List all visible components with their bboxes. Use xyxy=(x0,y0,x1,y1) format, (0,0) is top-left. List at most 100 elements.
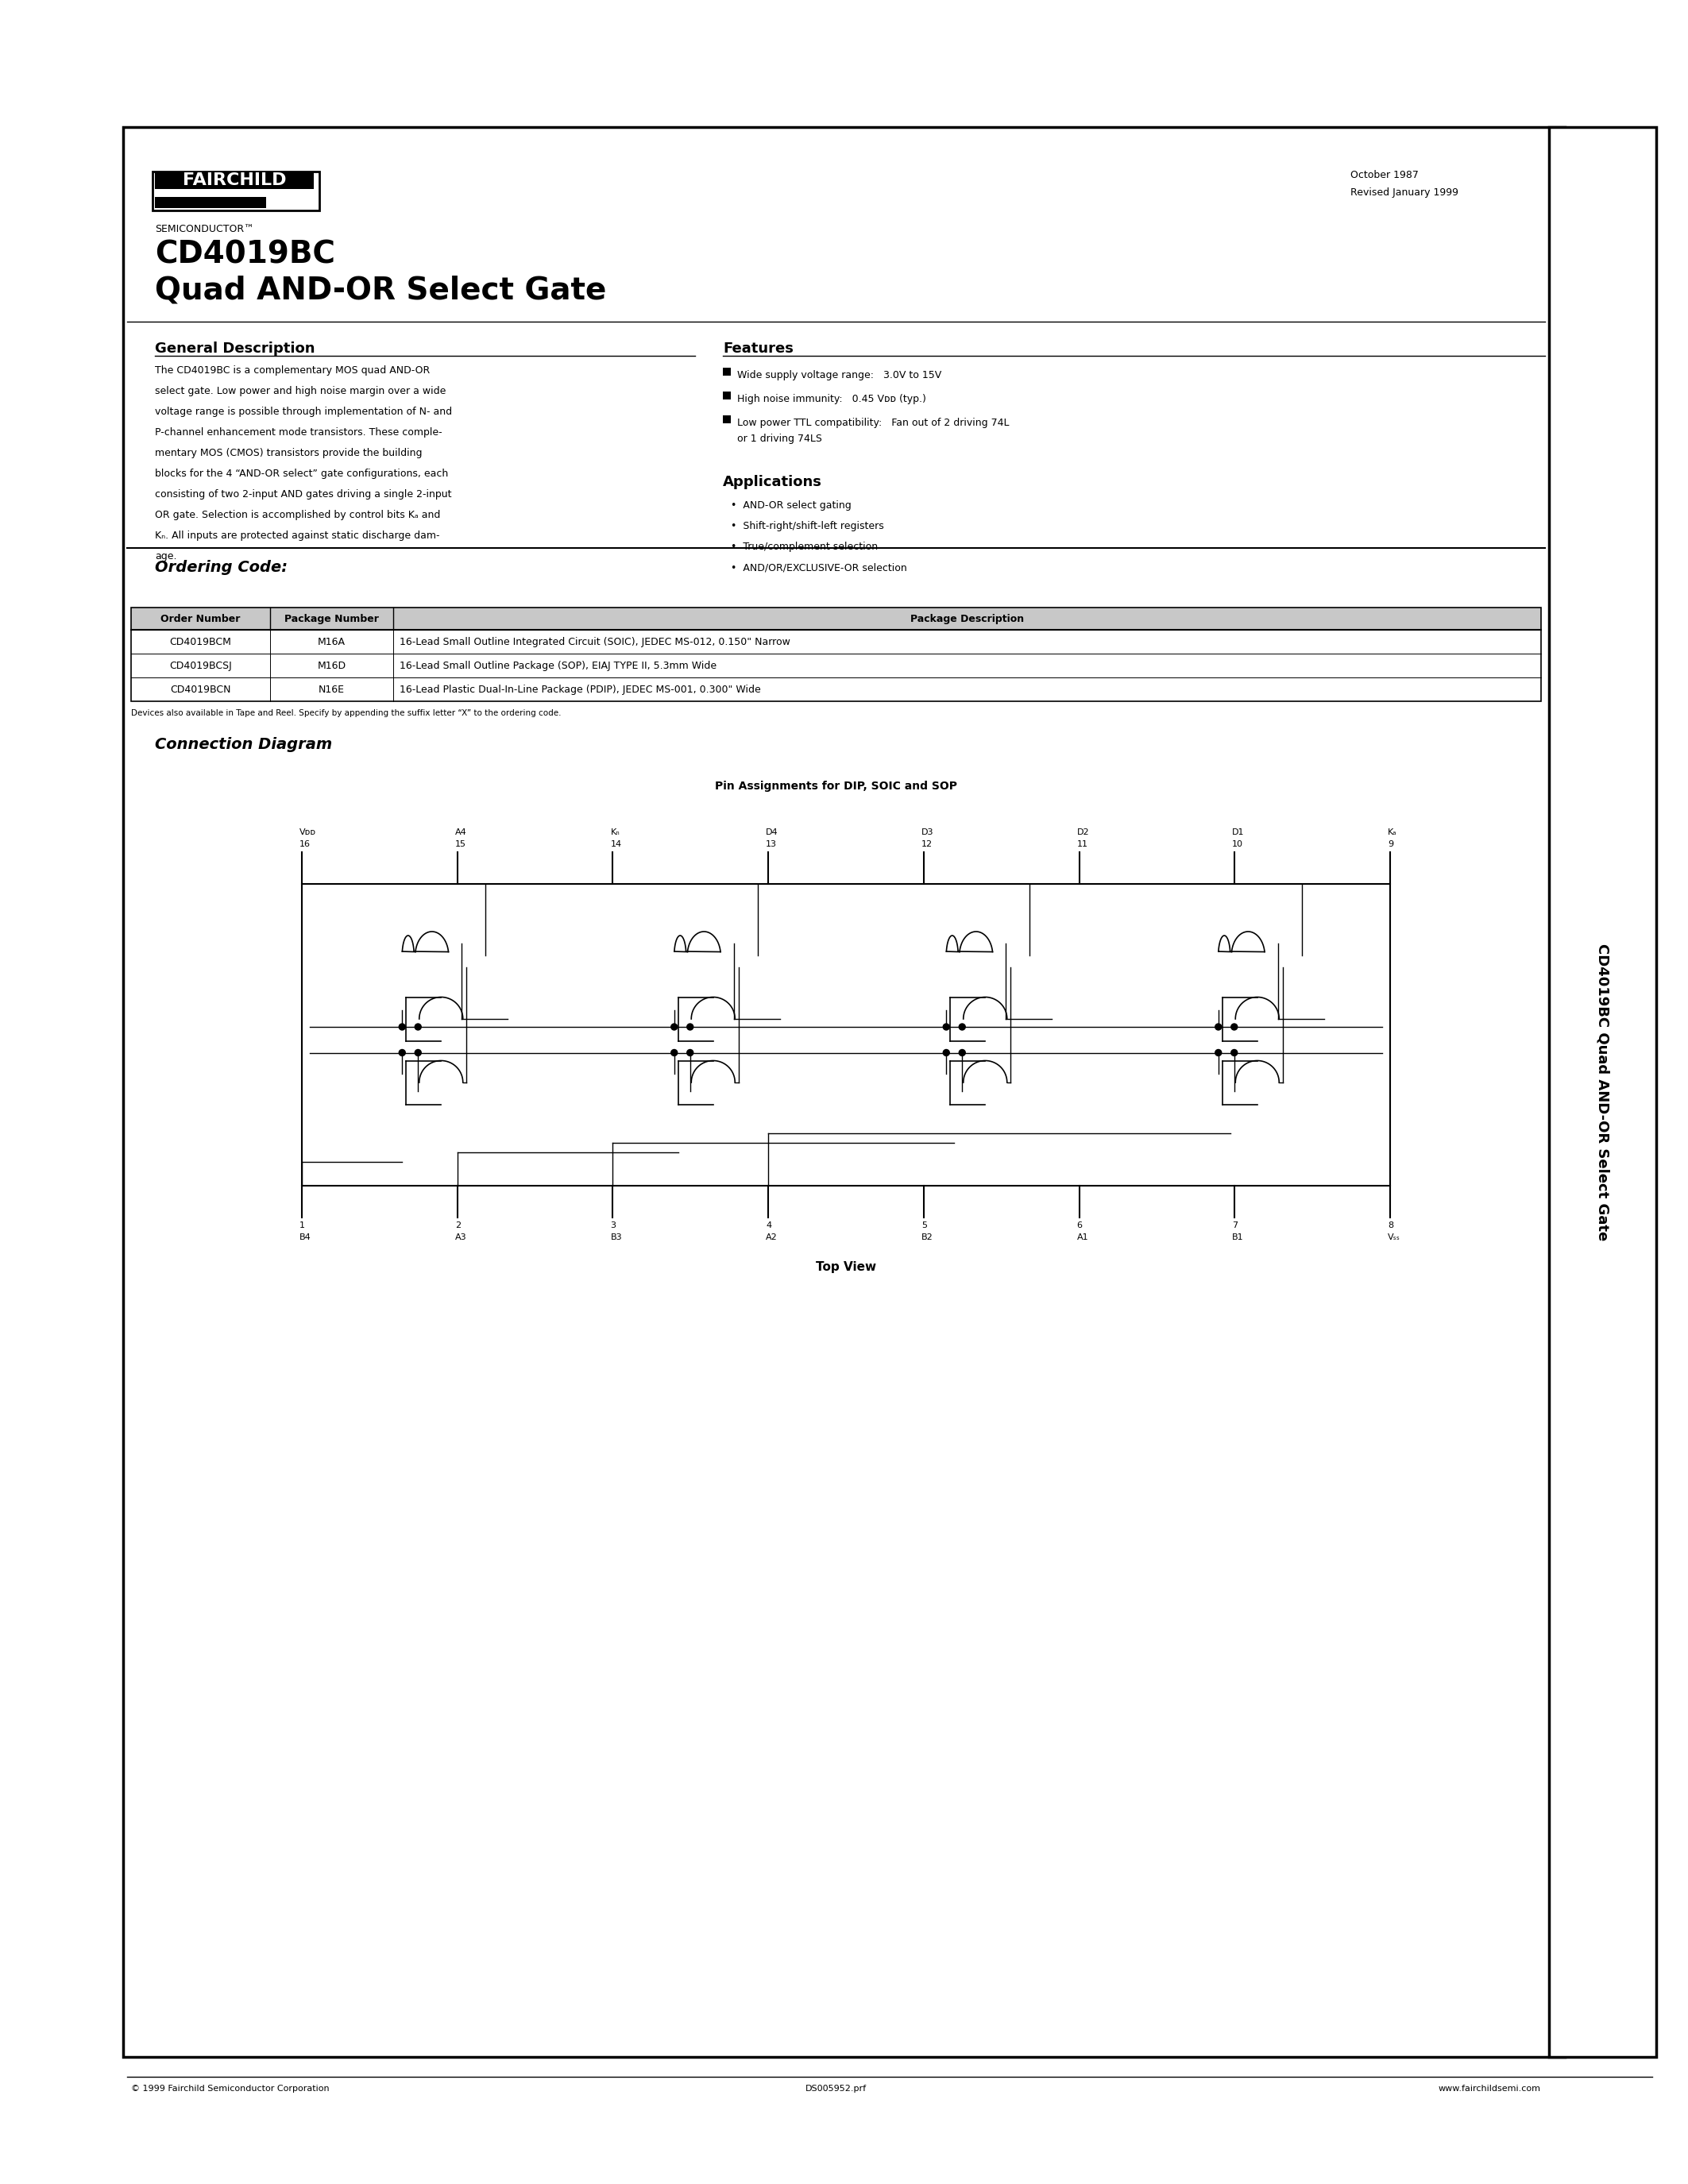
Text: D4: D4 xyxy=(766,828,778,836)
Bar xyxy=(152,173,319,210)
Text: 16-Lead Plastic Dual-In-Line Package (PDIP), JEDEC MS-001, 0.300" Wide: 16-Lead Plastic Dual-In-Line Package (PD… xyxy=(400,684,761,695)
Text: www.fairchildsemi.com: www.fairchildsemi.com xyxy=(1438,2086,1541,2092)
Circle shape xyxy=(687,1051,694,1055)
Bar xyxy=(950,1061,1014,1105)
Bar xyxy=(722,391,731,400)
Circle shape xyxy=(687,1024,694,1031)
Text: B1: B1 xyxy=(1232,1234,1244,1241)
Text: 11: 11 xyxy=(1077,841,1089,847)
Circle shape xyxy=(959,1024,966,1031)
Text: D3: D3 xyxy=(922,828,933,836)
Bar xyxy=(155,197,267,207)
Text: 14: 14 xyxy=(611,841,621,847)
Text: blocks for the 4 “AND-OR select” gate configurations, each: blocks for the 4 “AND-OR select” gate co… xyxy=(155,470,449,478)
Text: Quad AND-OR Select Gate: Quad AND-OR Select Gate xyxy=(155,275,606,306)
Text: 15: 15 xyxy=(456,841,466,847)
Bar xyxy=(1222,1061,1286,1105)
Text: 16: 16 xyxy=(299,841,311,847)
Text: •  Shift-right/shift-left registers: • Shift-right/shift-left registers xyxy=(731,522,885,531)
Bar xyxy=(950,998,1014,1042)
Text: 8: 8 xyxy=(1388,1221,1393,1230)
Bar xyxy=(679,1061,741,1105)
Text: Revised January 1999: Revised January 1999 xyxy=(1350,188,1458,197)
Text: Package Number: Package Number xyxy=(284,614,378,625)
Circle shape xyxy=(672,1024,677,1031)
Text: Connection Diagram: Connection Diagram xyxy=(155,736,333,751)
Bar xyxy=(407,1061,469,1105)
Text: SEMICONDUCTOR™: SEMICONDUCTOR™ xyxy=(155,225,253,234)
Text: •  AND-OR select gating: • AND-OR select gating xyxy=(731,500,851,511)
Bar xyxy=(302,885,1391,1186)
Text: Vᴅᴅ: Vᴅᴅ xyxy=(299,828,316,836)
Circle shape xyxy=(415,1024,422,1031)
Text: •  True/complement selection: • True/complement selection xyxy=(731,542,878,553)
Text: D1: D1 xyxy=(1232,828,1244,836)
Bar xyxy=(679,998,741,1042)
Text: FAIRCHILD: FAIRCHILD xyxy=(182,173,287,188)
Circle shape xyxy=(672,1051,677,1055)
Text: Pin Assignments for DIP, SOIC and SOP: Pin Assignments for DIP, SOIC and SOP xyxy=(716,780,957,793)
Text: P-channel enhancement mode transistors. These comple-: P-channel enhancement mode transistors. … xyxy=(155,428,442,437)
Bar xyxy=(722,367,731,376)
Text: A2: A2 xyxy=(766,1234,778,1241)
Text: B4: B4 xyxy=(299,1234,311,1241)
Text: 6: 6 xyxy=(1077,1221,1082,1230)
Text: © 1999 Fairchild Semiconductor Corporation: © 1999 Fairchild Semiconductor Corporati… xyxy=(132,2086,329,2092)
Text: 16-Lead Small Outline Package (SOP), EIAJ TYPE II, 5.3mm Wide: 16-Lead Small Outline Package (SOP), EIA… xyxy=(400,660,717,670)
Text: Package Description: Package Description xyxy=(910,614,1025,625)
Bar xyxy=(1550,127,1656,2057)
Text: 9: 9 xyxy=(1388,841,1393,847)
Text: consisting of two 2-input AND gates driving a single 2-input: consisting of two 2-input AND gates driv… xyxy=(155,489,452,500)
Text: or 1 driving 74LS: or 1 driving 74LS xyxy=(738,435,822,443)
Text: 13: 13 xyxy=(766,841,776,847)
Text: B3: B3 xyxy=(611,1234,621,1241)
Circle shape xyxy=(944,1051,949,1055)
Text: 2: 2 xyxy=(456,1221,461,1230)
Text: A4: A4 xyxy=(456,828,466,836)
Text: General Description: General Description xyxy=(155,341,316,356)
Text: voltage range is possible through implementation of N- and: voltage range is possible through implem… xyxy=(155,406,452,417)
Text: B2: B2 xyxy=(922,1234,933,1241)
Text: CD4019BCN: CD4019BCN xyxy=(170,684,231,695)
Text: N16E: N16E xyxy=(319,684,344,695)
Circle shape xyxy=(1215,1024,1222,1031)
Circle shape xyxy=(959,1051,966,1055)
Text: CD4019BCSJ: CD4019BCSJ xyxy=(169,660,231,670)
Text: age.: age. xyxy=(155,550,177,561)
Circle shape xyxy=(1215,1051,1222,1055)
Text: High noise immunity:   0.45 Vᴅᴅ (typ.): High noise immunity: 0.45 Vᴅᴅ (typ.) xyxy=(738,393,927,404)
Text: A1: A1 xyxy=(1077,1234,1089,1241)
Bar xyxy=(680,935,739,976)
Text: 12: 12 xyxy=(922,841,932,847)
Text: Wide supply voltage range:   3.0V to 15V: Wide supply voltage range: 3.0V to 15V xyxy=(738,369,942,380)
Text: 5: 5 xyxy=(922,1221,927,1230)
Text: •  AND/OR/EXCLUSIVE-OR selection: • AND/OR/EXCLUSIVE-OR selection xyxy=(731,561,906,572)
Text: CD4019BC: CD4019BC xyxy=(155,238,336,269)
Text: The CD4019BC is a complementary MOS quad AND-OR: The CD4019BC is a complementary MOS quad… xyxy=(155,365,430,376)
Text: Applications: Applications xyxy=(722,474,822,489)
Text: Ordering Code:: Ordering Code: xyxy=(155,559,287,574)
Bar xyxy=(1224,935,1285,976)
Text: Vₛₛ: Vₛₛ xyxy=(1388,1234,1401,1241)
Bar xyxy=(408,935,468,976)
Text: 4: 4 xyxy=(766,1221,771,1230)
Bar xyxy=(155,173,314,190)
Text: Top View: Top View xyxy=(815,1260,876,1273)
Text: Low power TTL compatibility:   Fan out of 2 driving 74L: Low power TTL compatibility: Fan out of … xyxy=(738,417,1009,428)
Text: M16A: M16A xyxy=(317,636,346,646)
Bar xyxy=(123,127,1565,2057)
Text: Kₙ. All inputs are protected against static discharge dam-: Kₙ. All inputs are protected against sta… xyxy=(155,531,439,542)
Text: October 1987: October 1987 xyxy=(1350,170,1418,179)
Text: 3: 3 xyxy=(611,1221,616,1230)
Text: M16D: M16D xyxy=(317,660,346,670)
Text: select gate. Low power and high noise margin over a wide: select gate. Low power and high noise ma… xyxy=(155,387,446,395)
Text: OR gate. Selection is accomplished by control bits Kₐ and: OR gate. Selection is accomplished by co… xyxy=(155,509,441,520)
Text: 1: 1 xyxy=(299,1221,306,1230)
Circle shape xyxy=(1231,1024,1237,1031)
Text: Order Number: Order Number xyxy=(160,614,240,625)
Circle shape xyxy=(398,1024,405,1031)
Bar xyxy=(132,607,1541,629)
Text: CD4019BC Quad AND-OR Select Gate: CD4019BC Quad AND-OR Select Gate xyxy=(1595,943,1610,1241)
Circle shape xyxy=(415,1051,422,1055)
Circle shape xyxy=(1231,1051,1237,1055)
